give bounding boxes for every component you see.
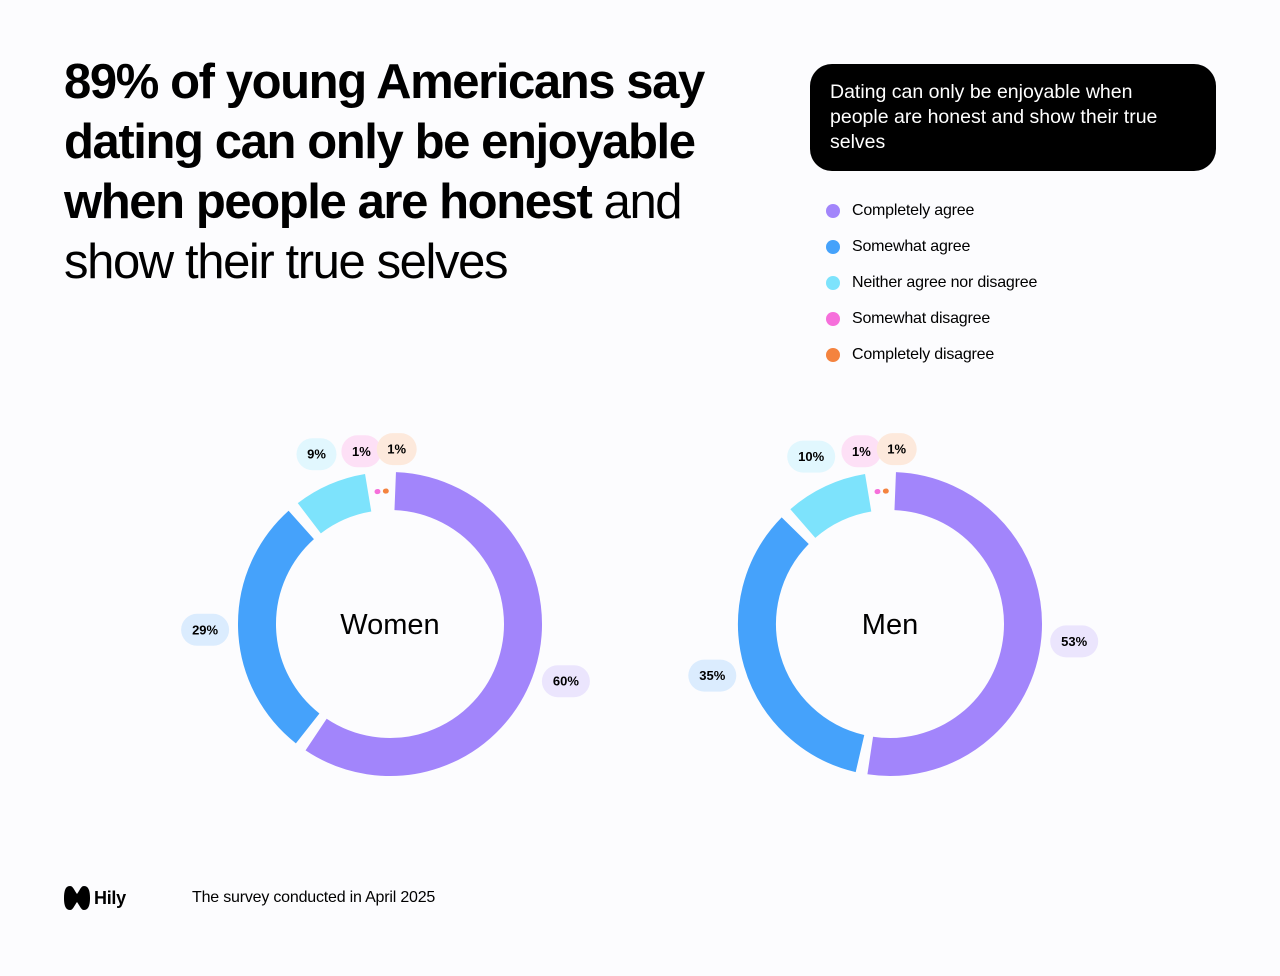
value-label-text: 1% (887, 442, 906, 457)
legend-item-completely-disagree: Completely disagree (826, 337, 1037, 373)
legend-label: Somewhat agree (852, 238, 971, 255)
legend-item-somewhat-agree: Somewhat agree (826, 229, 1037, 265)
value-label-neither: 9% (296, 438, 337, 471)
value-label-text: 60% (553, 674, 579, 689)
donut-chart-men: 53% 35% 10% 1% 1% Men (640, 420, 1140, 800)
value-label-bg (787, 440, 836, 473)
legend-dot (826, 348, 840, 362)
value-label-somewhat-agree: 35% (688, 659, 737, 692)
survey-note: The survey conducted in April 2025 (192, 889, 436, 906)
value-label-bg (688, 659, 737, 692)
donut-slice-neither (790, 474, 872, 539)
brand-name: Hily (94, 887, 126, 908)
value-label-text: 29% (192, 622, 218, 637)
value-label-completely-disagree: 1% (376, 433, 417, 466)
hily-logo-icon (64, 886, 90, 910)
question-box: Dating can only be enjoyable when people… (810, 64, 1216, 171)
value-label-bg (296, 438, 337, 471)
footer: Hily The survey conducted in April 2025 (64, 886, 435, 910)
legend-label: Completely agree (852, 202, 975, 219)
value-label-completely-agree: 60% (541, 665, 590, 698)
legend-dot (826, 312, 840, 326)
value-label-text: 35% (699, 668, 725, 683)
legend-dot (826, 276, 840, 290)
value-label-completely-agree: 53% (1050, 625, 1099, 658)
legend: Completely agree Somewhat agree Neither … (826, 193, 1037, 373)
value-label-text: 53% (1061, 634, 1087, 649)
donut-chart-women: 60% 29% 9% 1% 1% Women (140, 420, 640, 800)
donut-slice-somewhat-agree (238, 510, 320, 744)
legend-item-neither: Neither agree nor disagree (826, 265, 1037, 301)
donut-chart-women-svg: 60% 29% 9% 1% 1% Women (181, 433, 590, 776)
chart-center-label: Men (862, 609, 918, 641)
value-label-somewhat-agree: 29% (181, 613, 230, 646)
legend-dot (826, 204, 840, 218)
donut-slice-somewhat-agree (738, 517, 865, 773)
legend-item-somewhat-disagree: Somewhat disagree (826, 301, 1037, 337)
value-label-somewhat-disagree: 1% (341, 435, 382, 468)
value-label-bg (341, 435, 382, 468)
chart-center-label: Women (340, 609, 439, 641)
legend-label: Completely disagree (852, 346, 995, 363)
value-label-neither: 10% (787, 440, 836, 473)
value-label-bg (181, 613, 230, 646)
headline-regular: and show their true selves (64, 175, 683, 289)
value-label-bg (841, 435, 882, 468)
value-label-text: 10% (798, 449, 824, 464)
value-label-text: 1% (352, 444, 371, 459)
headline: 89% of young Americans say dating can on… (64, 52, 764, 292)
value-label-bg (541, 665, 590, 698)
value-label-bg (1050, 625, 1099, 658)
legend-dot (826, 240, 840, 254)
legend-label: Somewhat disagree (852, 310, 991, 327)
value-label-bg (376, 433, 417, 466)
value-label-bg (876, 433, 917, 466)
value-label-text: 9% (307, 447, 326, 462)
donut-slice-neither (297, 474, 372, 534)
donut-chart-men-svg: 53% 35% 10% 1% 1% Men (688, 433, 1099, 776)
headline-bold: 89% of young Americans say dating can on… (64, 55, 705, 229)
value-label-text: 1% (852, 444, 871, 459)
donut-slice-completely-agree (867, 472, 1042, 776)
legend-item-completely-agree: Completely agree (826, 193, 1037, 229)
legend-label: Neither agree nor disagree (852, 274, 1038, 291)
value-label-completely-disagree: 1% (876, 433, 917, 466)
hily-logo[interactable]: Hily (64, 886, 192, 910)
donut-slice-completely-agree (305, 472, 542, 776)
value-label-somewhat-disagree: 1% (841, 435, 882, 468)
value-label-text: 1% (387, 442, 406, 457)
